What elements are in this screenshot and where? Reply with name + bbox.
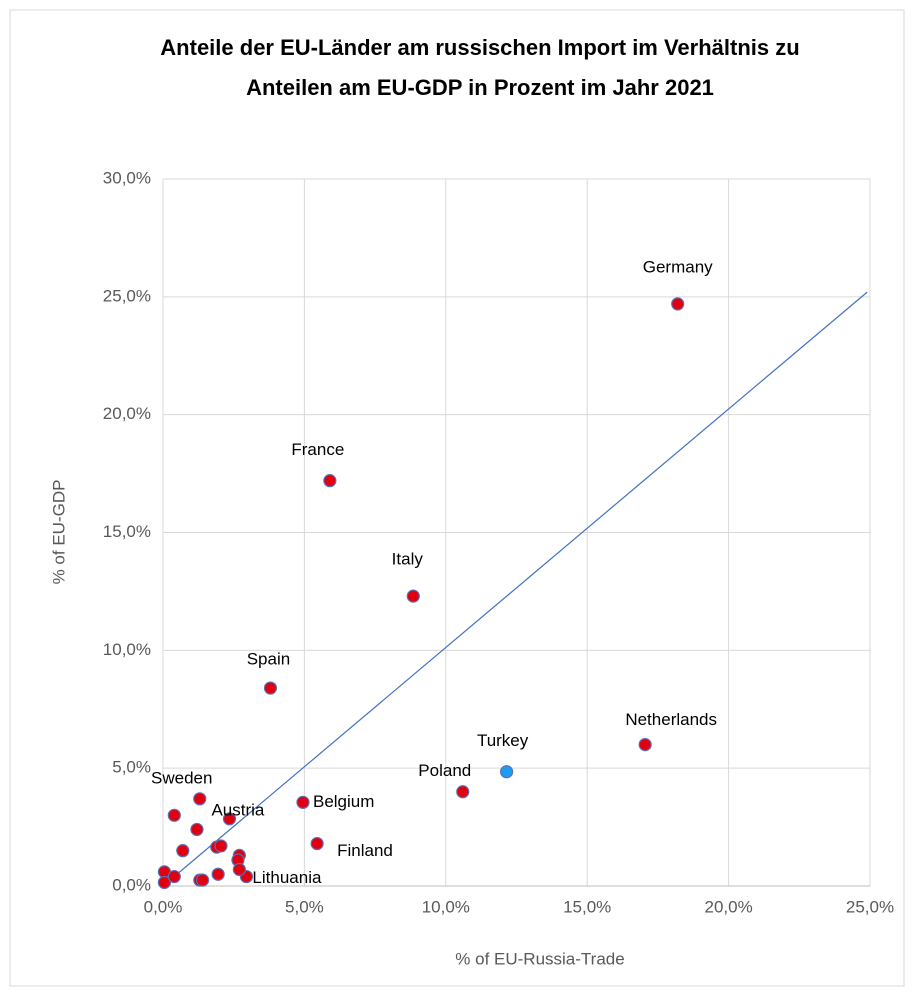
point-label: Sweden (151, 768, 212, 787)
point (671, 297, 685, 311)
point-label: Finland (337, 841, 393, 860)
point (190, 822, 204, 837)
point-label: Netherlands (625, 710, 717, 729)
point-label: Austria (211, 800, 264, 819)
x-tick-label: 20,0% (704, 897, 752, 916)
point-label: France (291, 440, 344, 459)
x-tick-label: 10,0% (422, 897, 470, 916)
point (310, 836, 324, 851)
point-label: Turkey (477, 731, 529, 750)
y-tick-label: 25,0% (103, 286, 151, 305)
point (456, 785, 470, 799)
point (167, 869, 181, 884)
x-tick-label: 15,0% (563, 897, 611, 916)
chart-border (9, 9, 905, 987)
point (176, 844, 190, 858)
point (193, 792, 207, 806)
point (157, 875, 172, 890)
x-tick-label: 25,0% (846, 897, 894, 916)
point (214, 839, 228, 853)
y-tick-label: 10,0% (103, 640, 151, 659)
x-tick-label: 5,0% (285, 897, 324, 916)
point (638, 737, 652, 752)
point-label: Germany (643, 257, 713, 276)
point (296, 795, 310, 809)
point-label: Poland (418, 761, 471, 780)
x-axis-label: % of EU-Russia-Trade (455, 949, 624, 968)
chart-title: Anteile der EU-Länder am russischen Impo… (160, 35, 800, 100)
y-tick-label: 30,0% (103, 168, 151, 187)
point (323, 474, 337, 488)
y-tick-label: 5,0% (112, 758, 151, 777)
point (211, 867, 225, 881)
point-label: Lithuania (252, 868, 322, 887)
point (222, 812, 237, 826)
y-tick-label: 20,0% (103, 404, 151, 423)
point-label: Belgium (313, 792, 374, 811)
trendline (162, 291, 868, 887)
point (232, 862, 246, 877)
point-label: Italy (392, 550, 424, 569)
y-axis-label: % of EU-GDP (49, 480, 68, 585)
point-label: Spain (247, 650, 290, 669)
y-tick-label: 0,0% (112, 875, 151, 894)
point (167, 808, 181, 822)
point (406, 589, 420, 603)
point (195, 873, 210, 887)
point (500, 765, 514, 779)
point (263, 681, 278, 695)
y-tick-label: 15,0% (103, 522, 151, 541)
x-tick-label: 0,0% (144, 897, 183, 916)
